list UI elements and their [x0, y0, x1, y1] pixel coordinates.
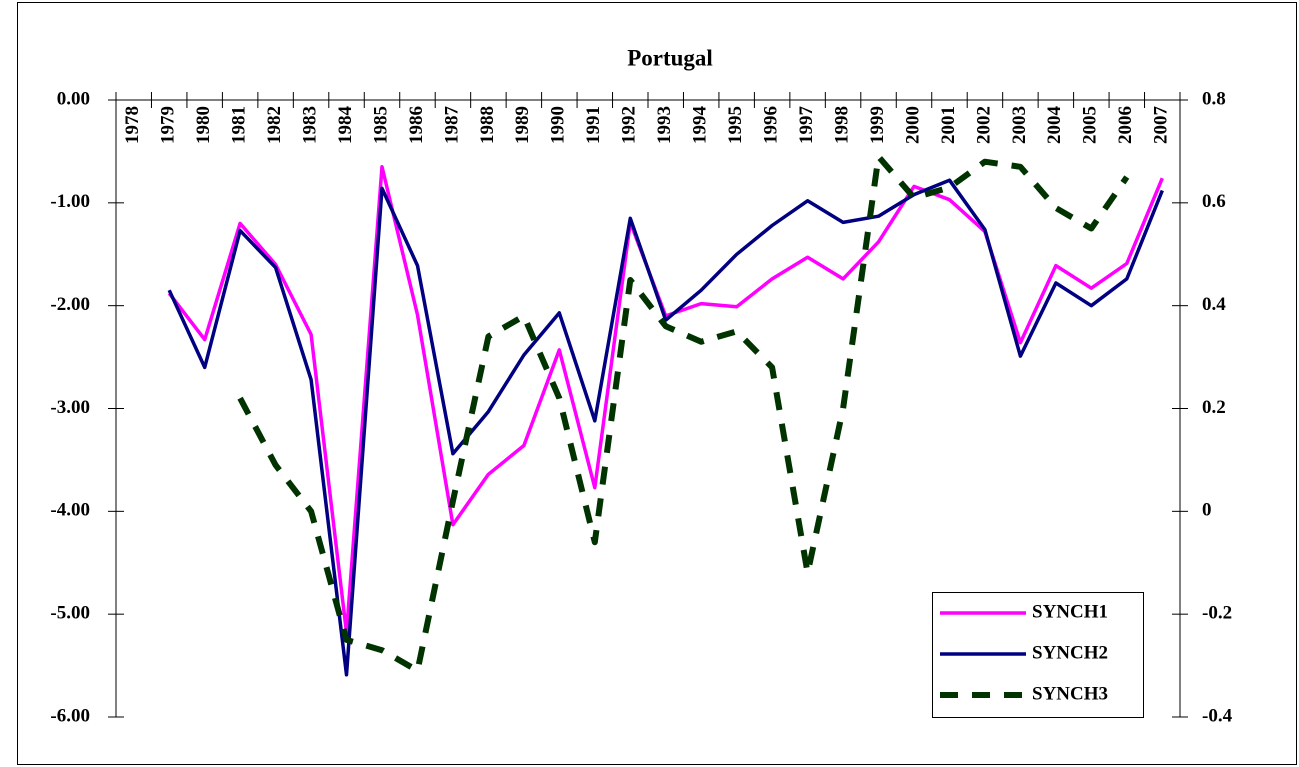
x-tick-label: 1981	[228, 106, 249, 144]
y-tick-label: -6.00	[50, 705, 90, 726]
x-tick-label: 1982	[264, 106, 285, 144]
x-tick-label: 1993	[654, 106, 675, 144]
y2-tick-label: 0.2	[1202, 397, 1226, 418]
x-tick-label: 2005	[1080, 106, 1101, 144]
x-tick-label: 1991	[583, 106, 604, 144]
x-tick-label: 1994	[690, 106, 711, 145]
legend-label: SYNCH3	[1032, 683, 1108, 704]
y-tick-label: -1.00	[50, 191, 90, 212]
y-tick-label: -2.00	[50, 294, 90, 315]
chart-title: Portugal	[627, 45, 713, 70]
x-tick-label: 1998	[831, 106, 852, 144]
x-tick-label: 2003	[1009, 106, 1030, 144]
x-tick-label: 1990	[548, 106, 569, 144]
x-tick-label: 1980	[193, 106, 214, 144]
y2-tick-label: 0.8	[1202, 88, 1226, 109]
x-tick-label: 1999	[867, 106, 888, 144]
x-tick-label: 1996	[760, 106, 781, 144]
y2-tick-label: -0.4	[1202, 705, 1233, 726]
y2-tick-label: 0	[1202, 500, 1212, 521]
x-tick-label: 1984	[335, 106, 356, 145]
x-tick-label: 1978	[122, 106, 143, 144]
x-tick-label: 1997	[796, 106, 817, 145]
y-tick-label: -5.00	[50, 603, 90, 624]
y2-tick-label: -0.2	[1202, 603, 1232, 624]
x-tick-label: 2002	[973, 106, 994, 144]
x-tick-label: 2004	[1044, 106, 1065, 145]
x-tick-label: 1985	[370, 106, 391, 144]
x-tick-label: 1987	[441, 106, 462, 145]
x-tick-label: 1989	[512, 106, 533, 144]
x-tick-label: 1986	[406, 106, 427, 144]
x-tick-label: 2006	[1115, 106, 1136, 144]
x-tick-label: 1983	[299, 106, 320, 144]
y-tick-label: -4.00	[50, 500, 90, 521]
legend-label: SYNCH1	[1032, 601, 1108, 622]
y-tick-label: -3.00	[50, 397, 90, 418]
x-tick-label: 1992	[619, 106, 640, 144]
y-tick-label: 0.00	[57, 88, 90, 109]
y2-tick-label: 0.6	[1202, 191, 1226, 212]
x-tick-label: 2001	[938, 106, 959, 144]
x-tick-label: 2000	[902, 106, 923, 144]
y2-tick-label: 0.4	[1202, 294, 1226, 315]
series-line	[167, 178, 1164, 677]
x-tick-label: 1995	[725, 106, 746, 144]
x-tick-label: 1979	[158, 106, 179, 144]
x-tick-label: 2007	[1151, 106, 1172, 145]
x-tick-label: 1988	[477, 106, 498, 144]
legend-label: SYNCH2	[1032, 642, 1108, 663]
